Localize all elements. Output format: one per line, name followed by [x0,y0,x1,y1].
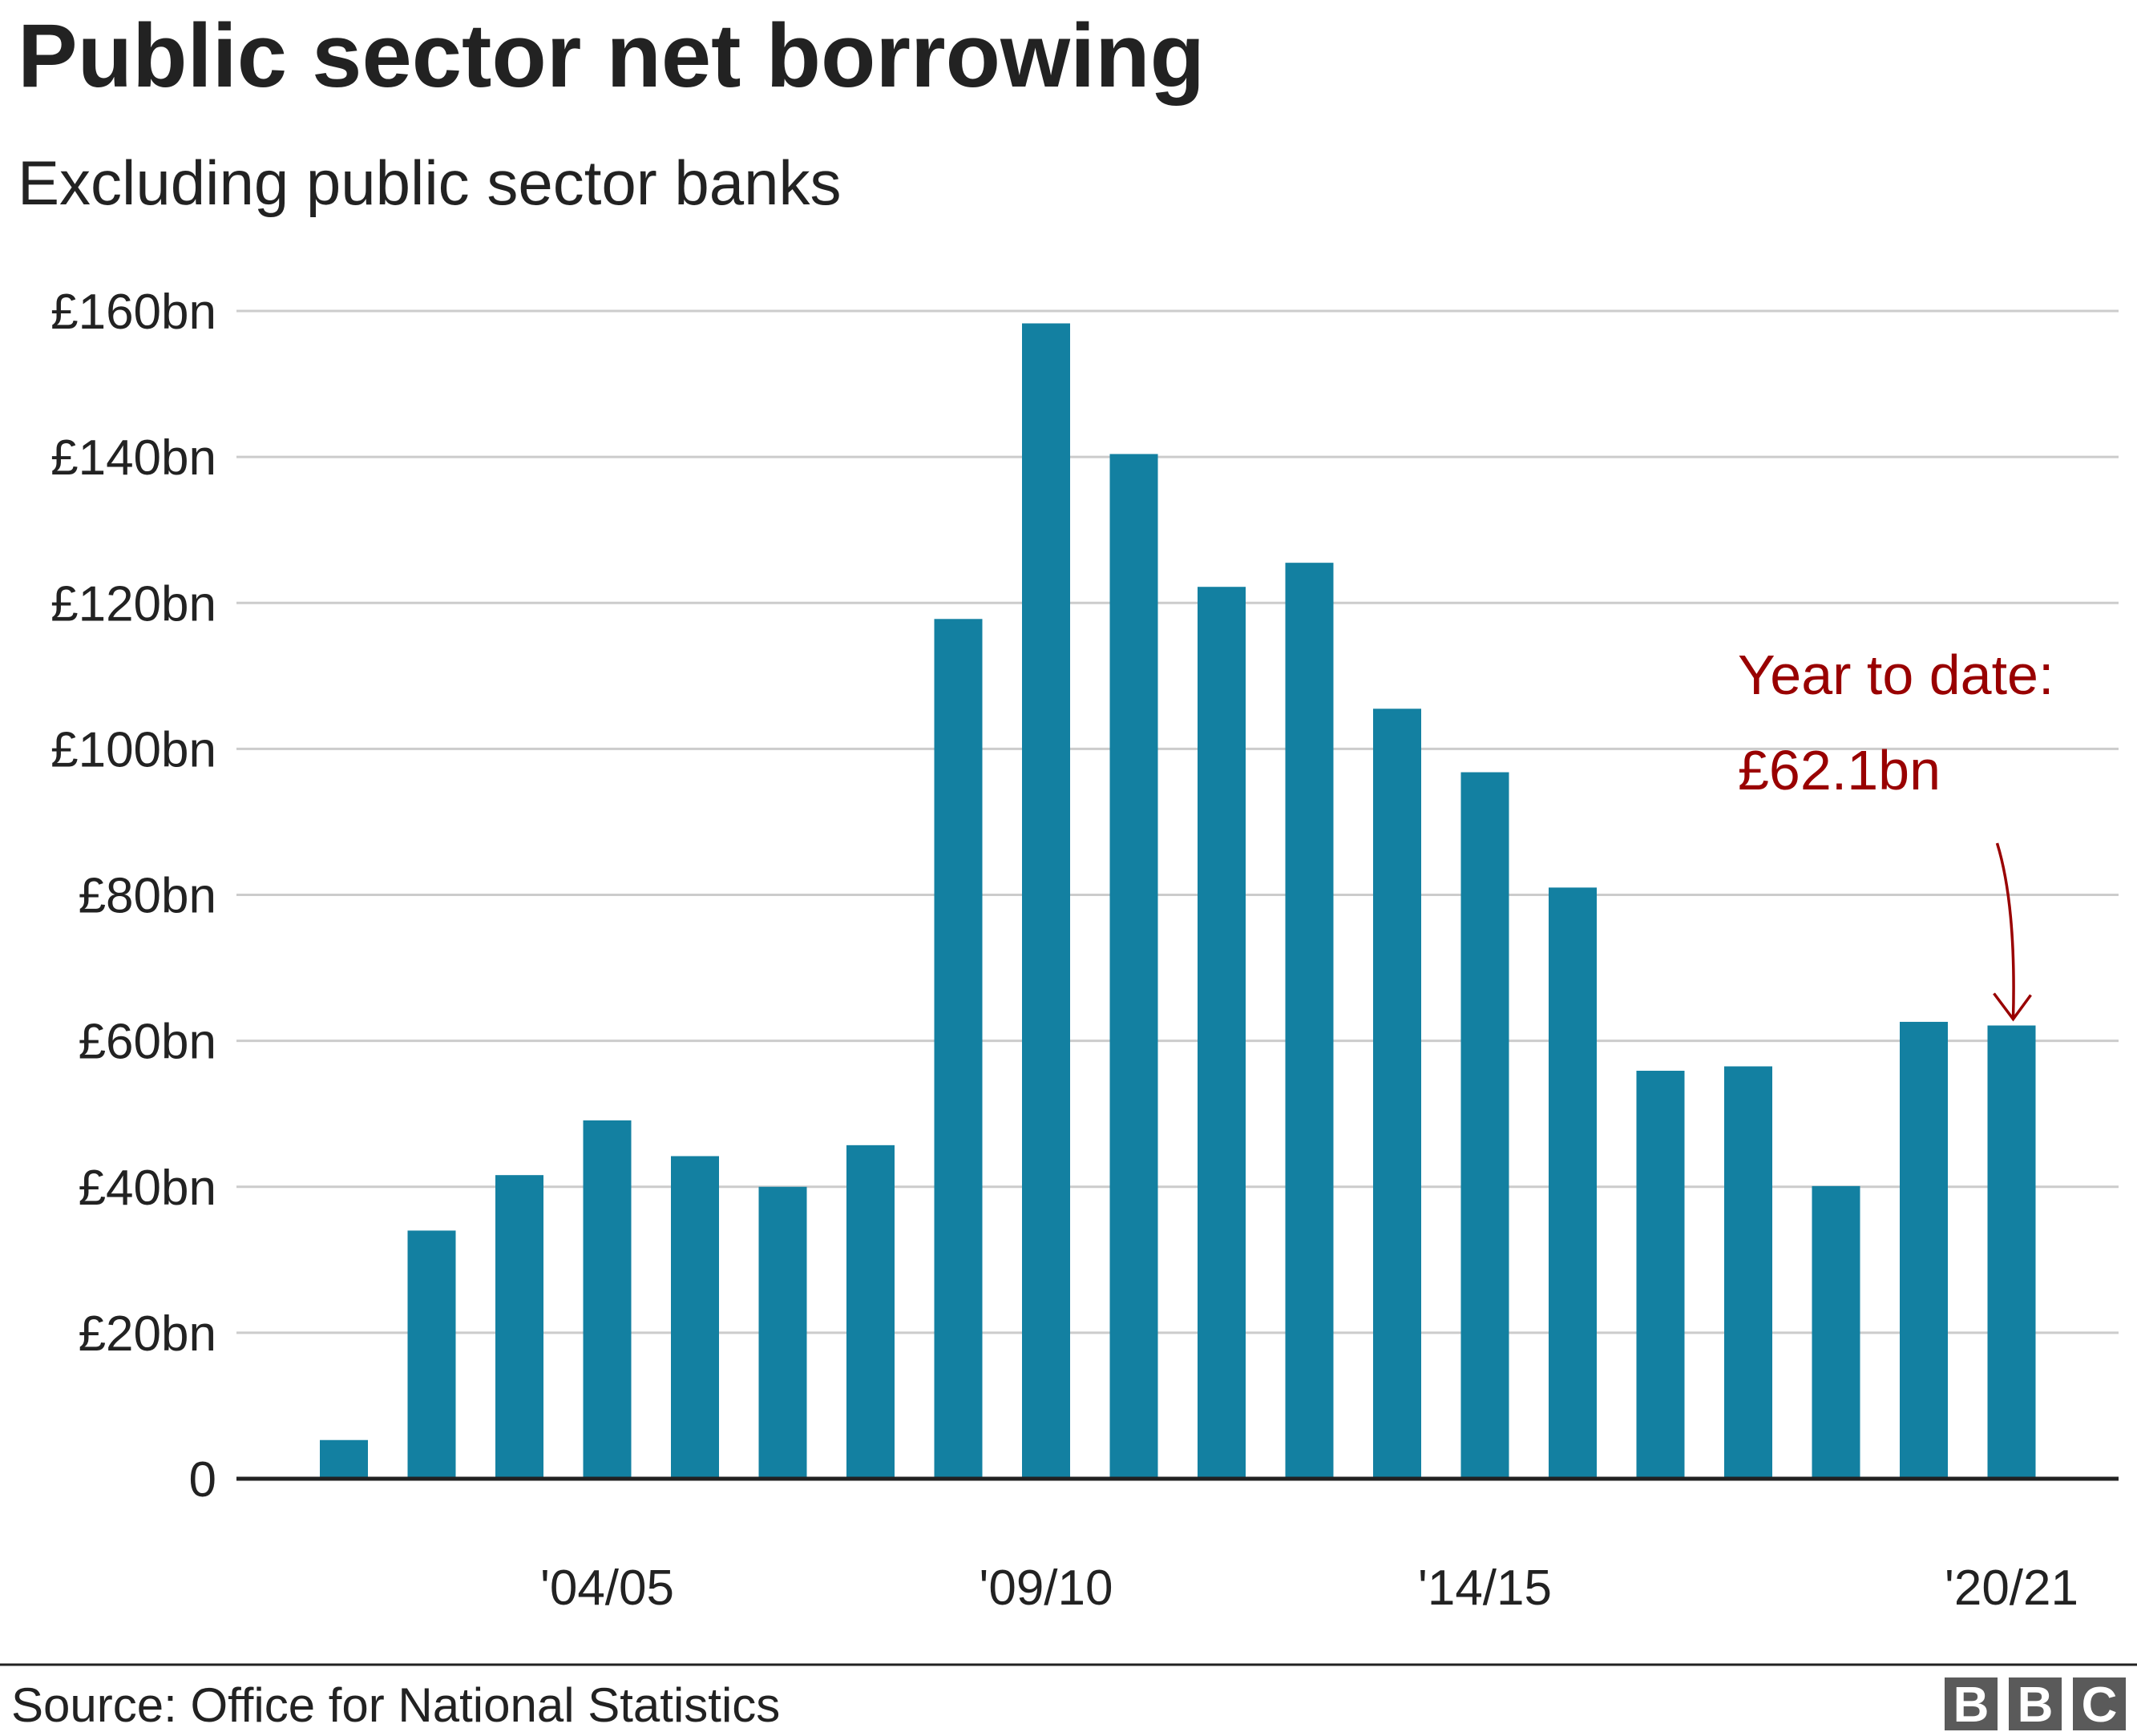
y-tick-label: £40bn [79,1161,216,1216]
bar-14-15 [1460,772,1509,1479]
bars [320,323,2036,1480]
y-tick-label: £160bn [50,285,216,340]
chart-subtitle: Excluding public sector banks [18,147,842,218]
bbc-logo-block [2073,1677,2126,1730]
x-tick-label: '04/05 [540,1560,674,1616]
bar-07-08 [846,1145,895,1479]
bbc-logo-block [2009,1677,2062,1730]
gridlines [236,309,2119,1334]
bbc-logo-block [1945,1677,1998,1730]
y-tick-label: £80bn [79,869,216,924]
bar-20-21 [1987,1025,2036,1479]
y-tick-label: £100bn [50,722,216,777]
y-tick-label: £20bn [79,1306,216,1362]
x-tick-label: '20/21 [1945,1560,2078,1616]
bar-18-19 [1812,1185,1860,1479]
bar-19-20 [1900,1021,1948,1479]
bar-09-10 [1022,323,1070,1480]
x-tick-label: '09/10 [980,1560,1113,1616]
bar-04-05 [583,1120,632,1479]
bbc-logo-letter: B [1953,1677,1990,1733]
bar-08-09 [934,619,983,1480]
source-note: Source: Office for National Statistics [11,1678,780,1732]
bar-06-07 [758,1186,807,1479]
year-to-date-annotation: Year to date: £62.1bn [1738,644,2054,1022]
annotation-arrow [1995,842,2015,1019]
bar-01-02 [320,1439,368,1479]
bar-13-14 [1373,709,1421,1479]
y-axis-ticks: 0 £20bn £40bn £60bn £80bn £100bn £120bn £140bn £… [50,285,216,1508]
y-tick-label: £140bn [50,430,216,486]
bar-17-18 [1724,1066,1772,1479]
y-tick-label: 0 [189,1452,216,1508]
bar-16-17 [1636,1070,1685,1479]
annotation-line-1: Year to date: [1738,644,2054,706]
bar-15-16 [1549,887,1597,1479]
annotation-line-2: £62.1bn [1738,739,1941,801]
bar-12-13 [1285,563,1334,1479]
bar-11-12 [1198,587,1246,1479]
bbc-logo-letter: C [2082,1677,2118,1733]
chart-title: Public sector net borrowing [18,6,1205,106]
annotation-arrowhead [1993,992,2032,1022]
bar-05-06 [671,1156,719,1479]
y-tick-label: £60bn [79,1015,216,1070]
x-tick-label: '14/15 [1418,1560,1552,1616]
bar-03-04 [495,1175,543,1479]
x-axis-ticks: '04/05 '09/10 '14/15 '20/21 [540,1560,2078,1616]
bbc-logo-letter: B [2018,1677,2054,1733]
bar-10-11 [1109,454,1158,1480]
bar-02-03 [407,1230,456,1479]
y-tick-label: £120bn [50,576,216,632]
